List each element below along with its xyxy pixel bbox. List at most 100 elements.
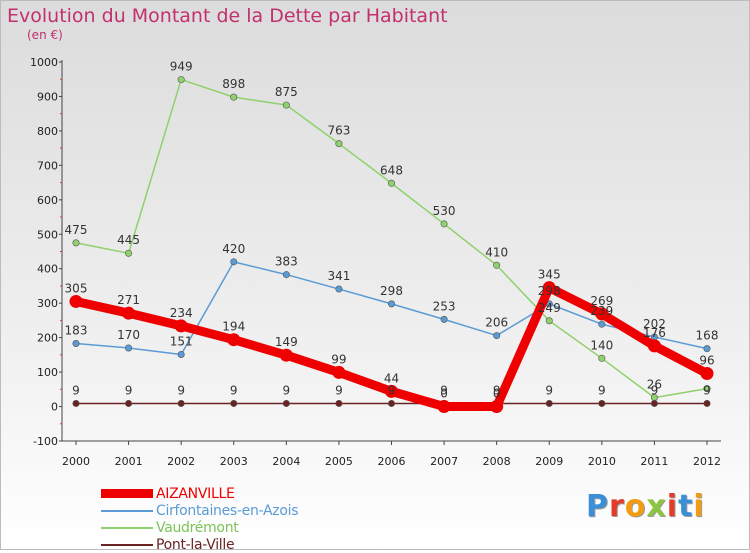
data-point	[69, 294, 83, 308]
data-point	[332, 365, 346, 379]
y-tick-label: 700	[37, 159, 58, 172]
data-point	[335, 399, 343, 407]
data-point	[647, 339, 661, 353]
proxiti-logo: Proxiti	[586, 489, 705, 524]
data-point	[387, 300, 395, 308]
data-label: 253	[433, 299, 456, 313]
data-label: 305	[65, 281, 88, 295]
legend-label: AIZANVILLE	[156, 485, 235, 502]
x-tick-label: 2001	[115, 455, 143, 468]
data-point	[387, 399, 395, 407]
data-point	[125, 249, 133, 257]
data-label: 0	[440, 387, 448, 401]
x-tick-label: 2000	[62, 455, 90, 468]
data-point	[493, 261, 501, 269]
data-label: 176	[643, 326, 666, 340]
y-tick-label: 900	[37, 90, 58, 103]
legend-label: Cirfontaines-en-Azois	[156, 502, 299, 519]
data-label: 151	[170, 335, 193, 349]
y-tick-label: 300	[37, 297, 58, 310]
data-label: 9	[72, 383, 80, 397]
data-label: 445	[117, 233, 140, 247]
data-label: 269	[590, 294, 613, 308]
data-point	[72, 239, 80, 247]
legend-swatch	[101, 509, 153, 512]
x-tick-label: 2012	[693, 455, 721, 468]
data-point	[177, 76, 185, 84]
data-label: 763	[327, 124, 350, 138]
data-label: 9	[545, 383, 553, 397]
chart-subtitle: (en €)	[27, 28, 63, 42]
logo-letter: i	[666, 489, 679, 524]
legend-item: AIZANVILLE	[101, 485, 298, 502]
data-label: 530	[433, 204, 456, 218]
data-point	[282, 271, 290, 279]
legend-label: Vaudrémont	[156, 519, 239, 536]
data-point	[174, 319, 188, 333]
data-point	[440, 220, 448, 228]
logo-letter: i	[693, 489, 705, 524]
data-label: 410	[485, 245, 508, 259]
data-point	[385, 384, 398, 398]
data-label: 44	[384, 371, 399, 385]
x-tick-label: 2009	[535, 455, 563, 468]
data-label: 9	[230, 383, 238, 397]
data-point	[700, 366, 714, 380]
data-point	[230, 399, 238, 407]
y-tick-label: 200	[37, 332, 58, 345]
data-point	[72, 399, 80, 407]
data-label: 298	[380, 284, 403, 298]
legend-swatch	[101, 543, 153, 546]
data-label: 298	[538, 284, 561, 298]
y-tick-label: -100	[33, 435, 58, 448]
data-point	[703, 399, 711, 407]
data-label: 9	[388, 383, 396, 397]
data-label: 96	[699, 353, 714, 367]
data-label: 420	[222, 242, 245, 256]
data-point	[335, 140, 343, 148]
data-point	[595, 307, 609, 321]
y-tick-label: 1000	[30, 56, 58, 69]
data-point	[122, 306, 136, 320]
y-tick-label: 0	[51, 401, 58, 414]
data-point	[598, 354, 606, 362]
logo-letter: x	[646, 489, 667, 524]
data-point	[598, 320, 606, 328]
data-point	[230, 258, 238, 266]
logo-letter: P	[586, 489, 609, 524]
data-point	[282, 399, 290, 407]
data-label: 234	[170, 306, 193, 320]
y-tick-label: 500	[37, 228, 58, 241]
chart-legend: AIZANVILLE Cirfontaines-en-Azois Vaudrémon…	[101, 485, 298, 553]
x-tick-label: 2007	[430, 455, 458, 468]
data-point	[72, 339, 80, 347]
data-point	[387, 179, 395, 187]
x-tick-label: 2002	[167, 455, 195, 468]
data-point	[542, 281, 556, 295]
data-point	[440, 315, 448, 323]
data-label: 9	[598, 383, 606, 397]
data-point	[545, 399, 553, 407]
data-label: 168	[696, 329, 719, 343]
data-label: 9	[335, 383, 343, 397]
data-point	[493, 332, 501, 340]
data-point	[335, 285, 343, 293]
data-point	[282, 101, 290, 109]
data-point	[230, 93, 238, 101]
data-label: 875	[275, 85, 298, 99]
data-label: 9	[440, 383, 448, 397]
legend-swatch	[101, 526, 153, 529]
data-point	[545, 317, 553, 325]
legend-item: Pont-la-Ville	[101, 536, 298, 553]
data-label: 9	[283, 383, 291, 397]
data-point	[177, 351, 185, 359]
data-point	[177, 399, 185, 407]
x-tick-label: 2010	[588, 455, 616, 468]
data-point	[437, 400, 451, 414]
x-tick-label: 2003	[220, 455, 248, 468]
data-label: 0	[493, 387, 501, 401]
y-tick-label: 800	[37, 125, 58, 138]
y-tick-label: 400	[37, 263, 58, 276]
legend-item: Vaudrémont	[101, 519, 298, 536]
